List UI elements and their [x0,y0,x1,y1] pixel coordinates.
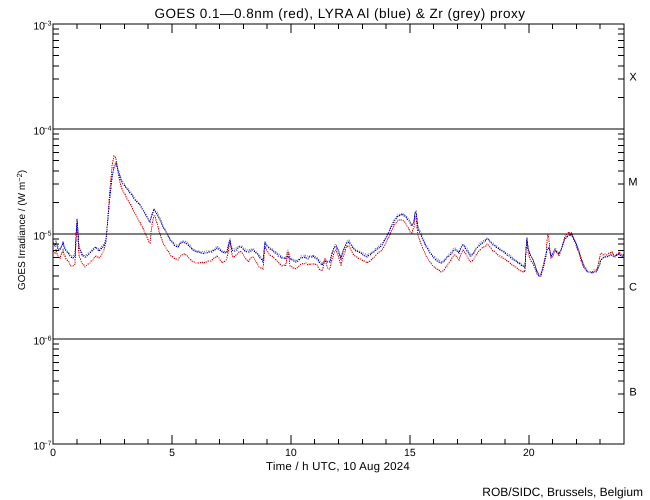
svg-text:10: 10 [285,447,297,459]
svg-text:−5: −5 [44,231,52,238]
svg-text:15: 15 [404,447,416,459]
svg-text:GOES 0.1—0.8nm (red), LYRA Al: GOES 0.1—0.8nm (red), LYRA Al (blue) & Z… [154,6,525,21]
svg-text:20: 20 [523,447,535,459]
svg-text:10: 10 [33,21,45,33]
svg-text:M: M [628,177,637,189]
svg-text:ROB/SIDC, Brussels, Belgium: ROB/SIDC, Brussels, Belgium [482,485,643,499]
svg-text:−7: −7 [44,441,52,448]
svg-text:10: 10 [33,336,45,348]
svg-text:X: X [629,72,637,84]
svg-text:GOES Irradiance / (W m−2): GOES Irradiance / (W m−2) [15,170,28,290]
svg-text:C: C [629,282,637,294]
svg-text:Time / h UTC, 10 Aug 2024: Time / h UTC, 10 Aug 2024 [266,461,410,473]
svg-text:0: 0 [50,447,56,459]
svg-text:10: 10 [33,126,45,138]
svg-text:10: 10 [33,231,45,243]
svg-text:5: 5 [169,447,175,459]
svg-text:−6: −6 [44,336,52,343]
svg-text:B: B [629,387,636,399]
svg-text:10: 10 [33,441,45,453]
svg-text:−3: −3 [44,21,52,28]
svg-text:−4: −4 [44,126,52,133]
